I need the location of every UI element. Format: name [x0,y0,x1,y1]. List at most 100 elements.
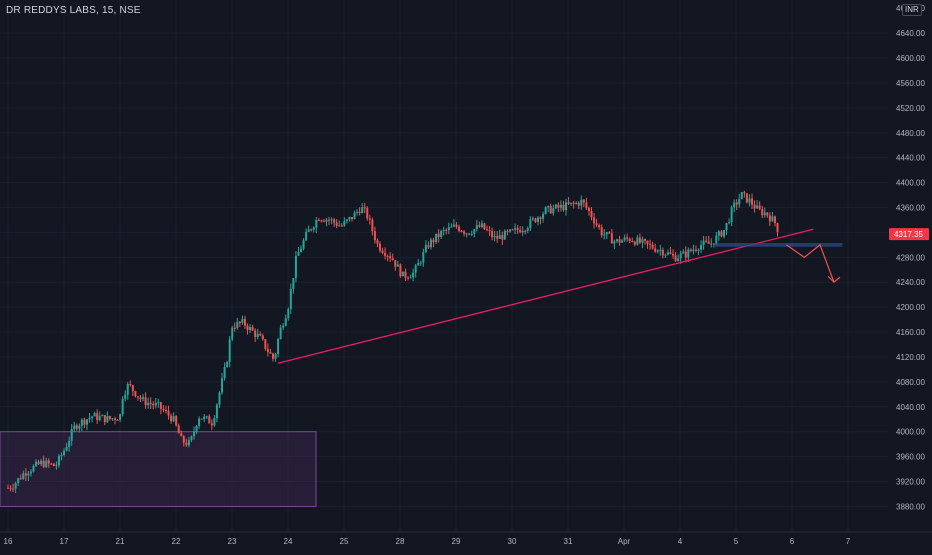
time-tick-label: Apr [618,537,631,546]
candle-down [587,207,590,211]
candle-down [328,219,331,221]
price-tick-label: 3880.00 [896,502,925,511]
candle-down [116,419,119,421]
candle-down [159,402,162,409]
candle-down [103,415,106,423]
candle-up [98,416,101,421]
price-tick-label: 4360.00 [896,204,925,213]
candle-down [386,255,389,257]
candle-up [424,245,427,252]
price-tick-label: 4080.00 [896,378,925,387]
candle-up [435,233,438,243]
candle-down [251,326,254,331]
currency-badge[interactable]: INR [902,4,922,16]
candle-down [210,423,213,426]
candle-up [666,252,669,255]
price-tick-label: 4600.00 [896,54,925,63]
candle-up [307,229,310,232]
candle-up [353,212,356,220]
candle-down [363,207,366,209]
candle-up [442,229,445,231]
candle-down [167,410,170,416]
candle-up [300,248,303,253]
candle-up [305,231,308,241]
candle-up [348,217,351,220]
candle-up [195,425,198,432]
candle-up [93,413,96,417]
candle-down [238,321,241,323]
candle-down [455,224,458,227]
candle-down [776,223,779,232]
candle-down [761,208,764,216]
candle-down [610,233,613,244]
candle-down [661,249,664,256]
candle-up [702,240,705,245]
candle-down [243,318,246,326]
candle-up [85,419,88,425]
candle-up [287,309,290,319]
candle-down [516,228,519,231]
candle-up [101,415,104,417]
candle-down [577,202,580,206]
candle-down [758,205,761,209]
candle-up [63,450,66,456]
time-tick-label: 17 [60,537,69,546]
candle-up [106,416,109,423]
candle-down [266,348,269,352]
candle-down [391,258,394,261]
candle-down [269,351,272,354]
candle-up [249,326,252,330]
candle-down [371,219,374,232]
candle-up [682,251,685,254]
projected-path-arrow [786,243,835,283]
candle-up [289,288,292,310]
candle-up [529,219,532,229]
candle-up [559,204,562,208]
candle-up [236,321,239,329]
candle-down [50,463,53,465]
candle-up [447,227,450,230]
candle-up [292,278,295,289]
candle-down [768,215,771,222]
candle-down [511,229,514,231]
candle-down [766,212,769,216]
candle-down [463,231,466,234]
candle-up [422,251,425,263]
candle-down [735,202,738,205]
candle-down [134,391,137,397]
candle-down [152,403,155,406]
price-tick-label: 4040.00 [896,403,925,412]
candle-down [271,353,274,359]
candle-down [595,223,598,225]
symbol-title: DR REDDYS LABS, 15, NSE [6,5,141,16]
candle-up [274,354,277,359]
time-tick-label: 24 [284,537,293,546]
candle-up [521,230,524,233]
candle-down [389,256,392,259]
candle-down [745,193,748,203]
candle-up [664,254,667,256]
candle-down [310,229,313,231]
candle-up [452,224,455,227]
candle-up [68,440,71,447]
time-tick-label: 23 [228,537,237,546]
candle-up [605,232,608,235]
candle-up [172,416,175,422]
candle-up [526,228,529,231]
candle-down [478,225,481,227]
candle-up [692,249,695,252]
candle-up [429,239,432,248]
candle-down [684,251,687,258]
candle-down [75,425,78,429]
candle-up [284,318,287,326]
price-tick-label: 4520.00 [896,104,925,113]
candle-up [187,440,190,446]
time-tick-label: 30 [508,537,517,546]
candle-up [121,398,124,415]
candle-down [404,271,407,278]
candle-down [185,442,188,446]
candle-down [506,230,509,232]
candle-down [24,473,27,476]
